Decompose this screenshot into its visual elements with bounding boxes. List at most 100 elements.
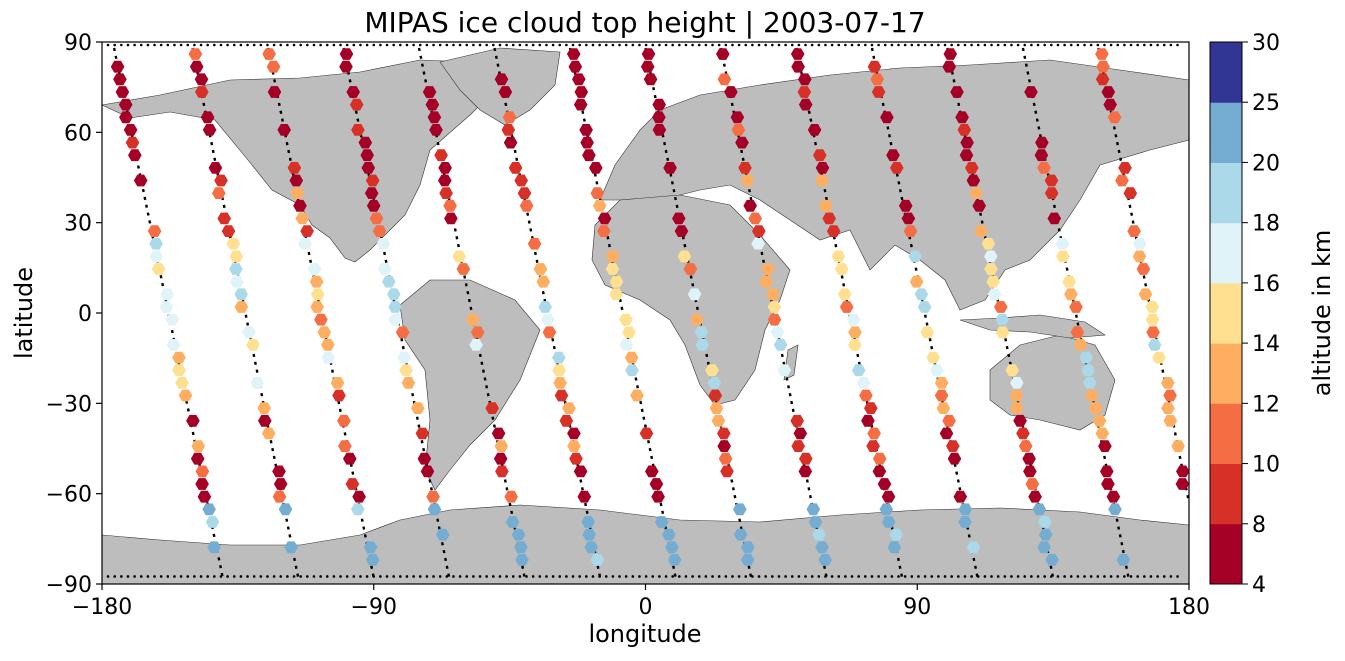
cloud-point bbox=[866, 440, 880, 452]
polar-scan-dot bbox=[744, 43, 748, 47]
polar-scan-dot bbox=[392, 575, 395, 578]
cloud-point bbox=[343, 452, 357, 465]
polar-scan-dot bbox=[319, 43, 322, 47]
polar-scan-dot bbox=[1129, 575, 1133, 578]
cloud-point bbox=[871, 86, 886, 98]
cloud-point bbox=[718, 452, 733, 465]
colorbar-label: altitude in km bbox=[1308, 230, 1336, 397]
cloud-point bbox=[186, 414, 200, 427]
polar-scan-dot bbox=[365, 43, 369, 47]
cloud-point bbox=[822, 212, 836, 225]
polar-scan-dot bbox=[1109, 43, 1113, 47]
polar-scan-dot bbox=[259, 43, 263, 47]
cloud-point bbox=[903, 225, 918, 237]
cloud-point bbox=[149, 237, 163, 250]
polar-scan-dot bbox=[1016, 43, 1020, 47]
polar-scan-dot bbox=[691, 575, 694, 578]
polar-scan-dot bbox=[817, 575, 821, 578]
cloud-point bbox=[879, 503, 894, 516]
polar-scan-dot bbox=[1162, 575, 1166, 578]
cloud-point bbox=[946, 440, 960, 452]
polar-scan-dot bbox=[1023, 43, 1027, 47]
cloud-point bbox=[572, 73, 586, 86]
polar-scan-dot bbox=[810, 575, 814, 578]
cloud-point bbox=[195, 465, 210, 478]
polar-scan-dot bbox=[943, 575, 947, 578]
polar-scan-dot bbox=[864, 43, 867, 47]
cloud-point bbox=[981, 237, 996, 250]
polar-scan-dot bbox=[418, 43, 422, 47]
polar-scan-dot bbox=[817, 43, 821, 47]
polar-scan-dot bbox=[558, 575, 562, 578]
cloud-point bbox=[958, 516, 972, 528]
polar-scan-dot bbox=[359, 575, 362, 578]
polar-scan-dot bbox=[1063, 43, 1066, 47]
cloud-point bbox=[622, 326, 636, 339]
cloud-point bbox=[1010, 402, 1024, 414]
polar-scan-dot bbox=[332, 575, 336, 578]
cloud-point bbox=[1132, 250, 1147, 263]
colorbar-tick-label: 12 bbox=[1252, 392, 1280, 417]
polar-scan-dot bbox=[1103, 43, 1106, 47]
cloud-point bbox=[427, 111, 442, 124]
cloud-point bbox=[266, 60, 281, 73]
cloud-point bbox=[382, 275, 396, 288]
polar-scan-dot bbox=[578, 43, 581, 47]
cloud-point bbox=[1047, 212, 1062, 225]
cloud-point bbox=[363, 541, 378, 554]
polar-scan-dot bbox=[611, 575, 615, 578]
cloud-point bbox=[987, 288, 1002, 301]
cloud-point bbox=[901, 212, 916, 225]
polar-scan-dot bbox=[751, 575, 754, 578]
cloud-point bbox=[733, 528, 748, 541]
polar-scan-dot bbox=[651, 43, 655, 47]
polar-scan-dot bbox=[345, 43, 349, 47]
polar-scan-dot bbox=[299, 43, 302, 47]
cloud-point bbox=[1009, 389, 1024, 402]
cloud-point bbox=[250, 377, 264, 389]
polar-scan-dot bbox=[226, 575, 229, 578]
cloud-point bbox=[1088, 402, 1103, 414]
cloud-point bbox=[851, 364, 866, 377]
cloud-point bbox=[995, 326, 1010, 339]
cloud-point bbox=[364, 187, 379, 199]
polar-scan-dot bbox=[804, 43, 807, 47]
polar-scan-dot bbox=[445, 43, 449, 47]
cloud-point bbox=[867, 427, 881, 440]
cloud-point bbox=[504, 490, 518, 503]
cloud-point bbox=[1023, 465, 1037, 478]
cloud-point bbox=[514, 174, 528, 187]
polar-scan-dot bbox=[425, 575, 429, 578]
cloud-point bbox=[972, 199, 986, 212]
cloud-point bbox=[436, 528, 450, 541]
polar-scan-dot bbox=[1162, 43, 1166, 47]
colorbar-tick-label: 18 bbox=[1252, 212, 1280, 237]
polar-scan-dot bbox=[897, 43, 900, 47]
polar-scan-dot bbox=[179, 43, 183, 47]
polar-scan-dot bbox=[618, 575, 621, 578]
cloud-point bbox=[798, 73, 812, 86]
polar-scan-dot bbox=[126, 43, 130, 47]
cloud-point bbox=[195, 478, 209, 490]
cloud-point bbox=[741, 541, 755, 554]
polar-scan-dot bbox=[306, 43, 309, 47]
cloud-point bbox=[752, 225, 766, 237]
polar-scan-dot bbox=[697, 43, 701, 47]
cloud-point bbox=[190, 452, 205, 465]
polar-scan-dot bbox=[1169, 43, 1173, 47]
cloud-point bbox=[217, 212, 231, 225]
polar-scan-dot bbox=[252, 43, 256, 47]
cloud-point bbox=[969, 187, 983, 199]
polar-scan-dot bbox=[279, 575, 283, 578]
polar-scan-dot bbox=[651, 575, 655, 578]
cloud-point bbox=[165, 313, 180, 326]
polar-scan-dot bbox=[1016, 575, 1020, 578]
cloud-point bbox=[798, 98, 813, 111]
polar-scan-dot bbox=[259, 575, 263, 578]
cloud-point bbox=[581, 516, 595, 528]
colorbar-tick-label: 14 bbox=[1252, 332, 1280, 357]
cloud-point bbox=[273, 478, 288, 490]
cloud-point bbox=[1085, 389, 1099, 402]
cloud-point bbox=[425, 98, 440, 111]
cloud-point bbox=[652, 124, 667, 136]
